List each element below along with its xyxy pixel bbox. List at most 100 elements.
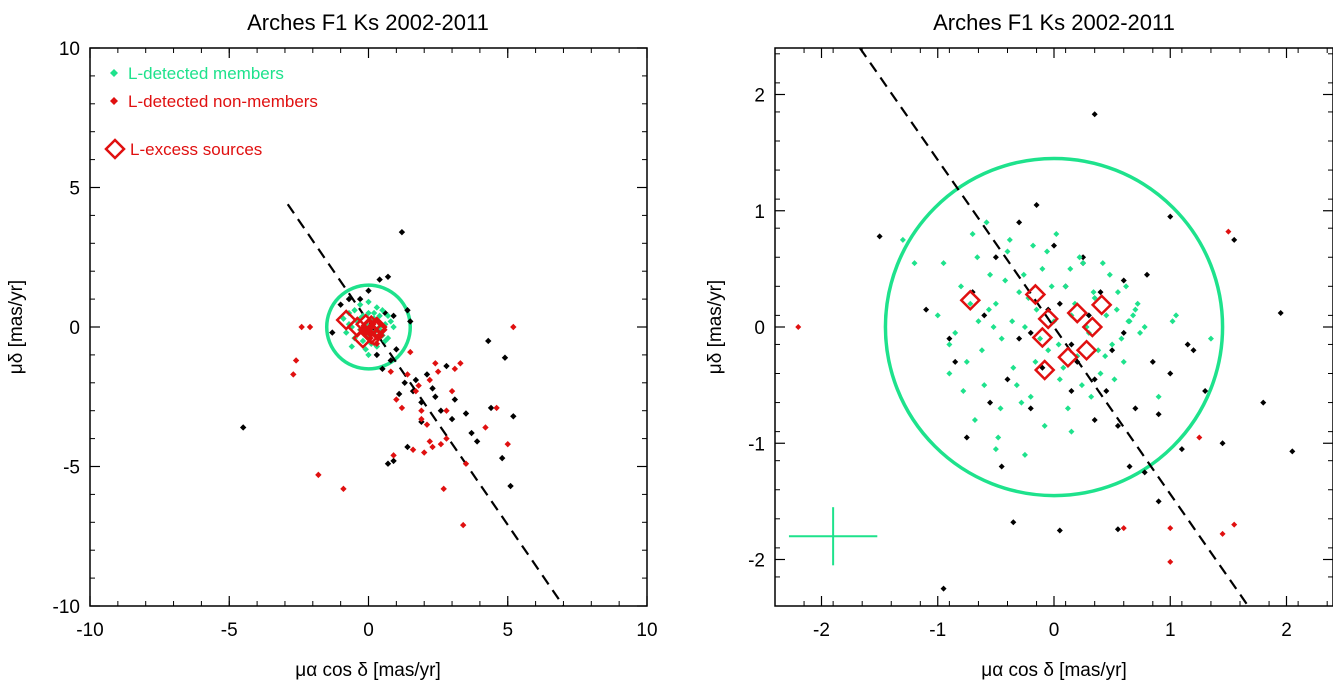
right-member-point [1103, 312, 1110, 319]
left-field-star-point [437, 407, 445, 414]
left-non-member-point [415, 382, 422, 389]
left-non-member-point [432, 360, 439, 367]
right-field-star-point [1080, 254, 1087, 261]
left-non-member-point [443, 407, 450, 414]
left-field-star-point [448, 415, 456, 423]
right-member-point [1113, 306, 1120, 313]
right-member-point [997, 405, 1004, 412]
right-non-member-point [795, 324, 802, 330]
left-field-star-point [498, 454, 506, 462]
right-member-point [1048, 283, 1055, 290]
right-member-point [1039, 265, 1046, 272]
right-field-star-point [1091, 376, 1098, 383]
right-excess-source-marker [1081, 316, 1104, 338]
right-member-point [1091, 294, 1098, 301]
left-y-tick-label: -10 [53, 597, 80, 618]
right-x-tick-label: 1 [1165, 620, 1176, 641]
right-non-member-point [1167, 525, 1174, 532]
left-non-member-point [423, 421, 431, 428]
right-field-star-point [1120, 277, 1127, 284]
left-field-star-point [404, 307, 411, 314]
right-excess-source-marker [1057, 346, 1079, 368]
left-field-star-point [473, 438, 481, 445]
right-field-star-point [992, 254, 999, 261]
left-non-member-point [398, 404, 406, 412]
left-non-member-point [418, 415, 425, 423]
left-field-star-point [468, 429, 475, 437]
right-field-star-point [1068, 387, 1075, 394]
left-field-star-point [393, 346, 400, 353]
right-field-star-point [1056, 300, 1063, 307]
left-non-member-point [457, 360, 464, 367]
right-field-star-point [1178, 446, 1185, 453]
right-field-star-point [1085, 312, 1092, 319]
left-panel: Arches F1 Ks 2002-2011 -10 -5 0 5 10 -10 -5 0 5 1… [6, 10, 658, 681]
right-field-star-point [1155, 498, 1162, 505]
right-field-star-point [946, 335, 953, 342]
right-member-point [1002, 277, 1009, 284]
right-member-point [981, 382, 988, 389]
left-non-member-point [482, 424, 489, 431]
left-y-tick-label: 0 [69, 318, 80, 339]
right-member-point [952, 329, 959, 336]
left-field-star-point [407, 318, 414, 325]
right-excess-source-marker [1066, 302, 1089, 324]
right-member-point [1060, 364, 1067, 371]
right-field-star-point [1016, 219, 1023, 226]
right-field-star-point [1004, 376, 1011, 383]
left-field-star-point [401, 379, 408, 386]
right-plot-frame [774, 47, 1333, 607]
right-non-member-point [1225, 228, 1232, 235]
left-non-member-point [504, 440, 511, 448]
left-field-star-point [395, 390, 403, 398]
left-non-member-point [510, 323, 517, 331]
left-field-star-point [404, 443, 411, 451]
left-non-member-point [443, 435, 450, 442]
right-field-star-point [952, 358, 959, 365]
right-field-star-point [1141, 469, 1148, 476]
left-non-member-point [448, 387, 456, 395]
right-field-star-point [1109, 347, 1116, 354]
right-field-star-point [1033, 201, 1040, 208]
right-member-point [1088, 393, 1095, 400]
right-y-tick-label: 0 [754, 318, 765, 339]
right-member-point [1055, 341, 1062, 348]
right-member-point [967, 300, 974, 307]
left-non-member-point [387, 368, 394, 375]
left-non-member-point [409, 446, 417, 453]
right-field-star-point [940, 585, 947, 592]
left-field-star-point [398, 228, 406, 236]
left-member-point [356, 301, 364, 308]
right-member-point [1130, 312, 1137, 319]
left-y-tick-label: 10 [59, 39, 80, 60]
left-non-member-point [418, 407, 425, 414]
left-field-star-point [487, 404, 495, 412]
left-field-star-point [239, 424, 247, 431]
legend-excess-marker [104, 138, 126, 160]
right-x-tick-label: -2 [813, 620, 830, 641]
left-field-star-point [462, 410, 470, 417]
left-field-star-point [376, 276, 383, 283]
right-galactic-plane-line [858, 47, 1250, 607]
left-marks [239, 203, 565, 607]
left-member-point [390, 323, 397, 331]
left-field-star-point [379, 365, 386, 373]
legend-non-members-label: L-detected non-members [128, 92, 318, 111]
left-galactic-plane-line [286, 203, 565, 607]
left-field-star-point [345, 295, 353, 303]
left-non-member-point [426, 376, 433, 384]
right-member-point [971, 417, 978, 423]
right-member-point [1141, 324, 1148, 330]
left-field-star-point [443, 362, 450, 370]
right-member-point [1173, 312, 1180, 319]
right-member-point [1020, 271, 1027, 278]
right-member-point [1013, 382, 1020, 389]
left-non-member-point [451, 365, 459, 373]
left-member-point [370, 309, 378, 317]
right-field-star-point [1277, 310, 1284, 317]
right-member-point [995, 434, 1002, 441]
right-member-point [934, 312, 941, 319]
right-excess-source-marker [1090, 294, 1113, 316]
left-member-point [359, 337, 367, 345]
right-member-point [1004, 248, 1011, 255]
